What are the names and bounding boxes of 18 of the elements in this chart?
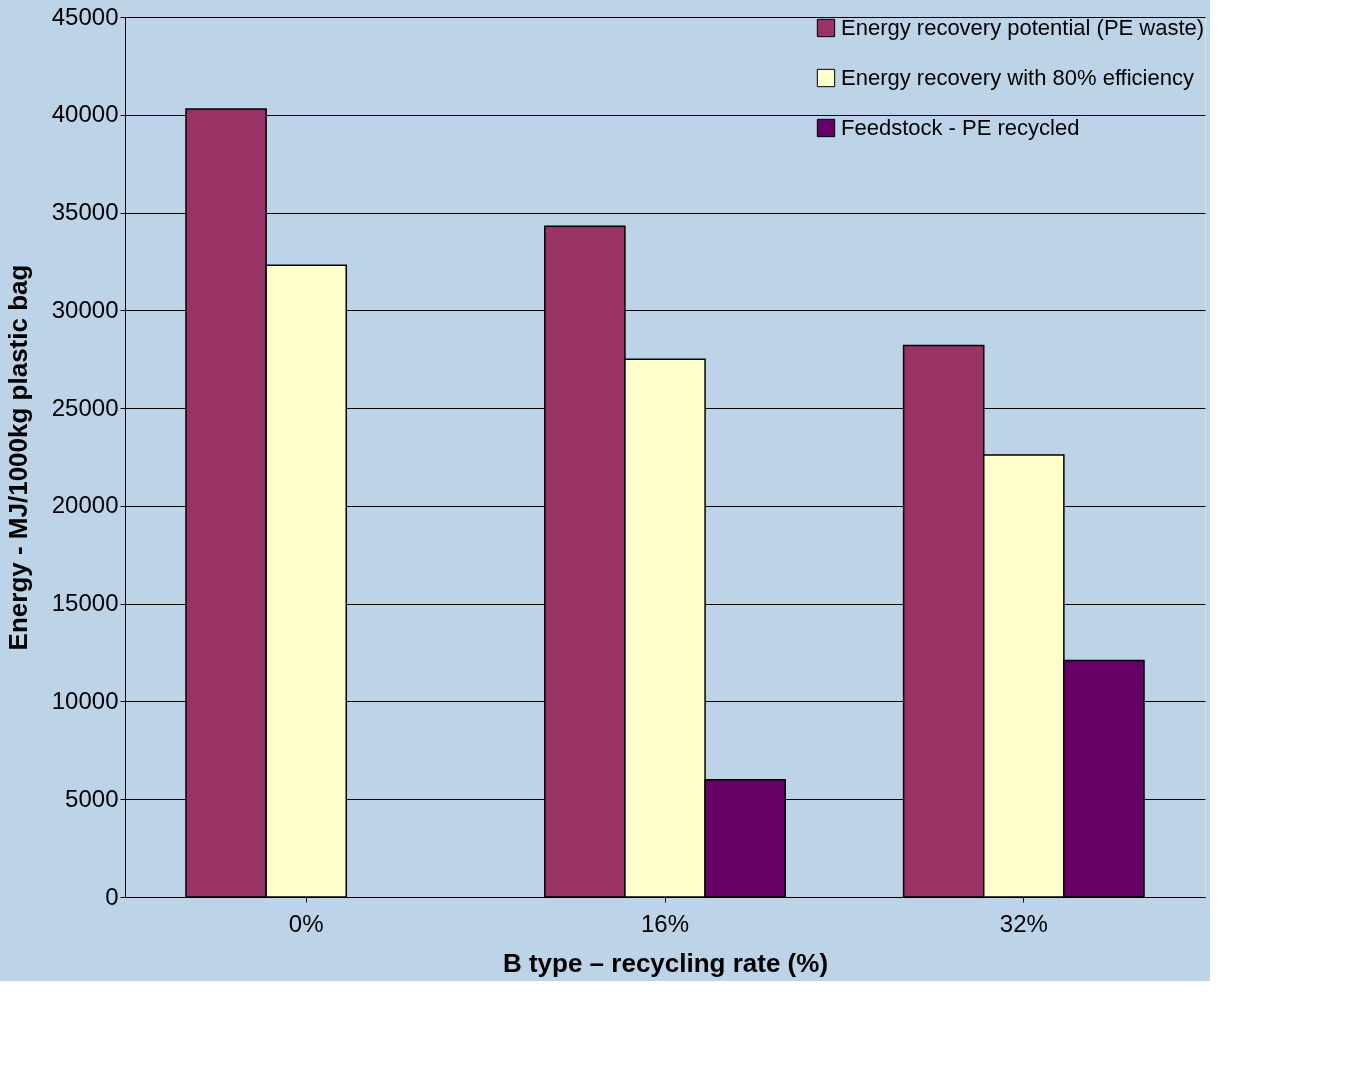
- y-tick-label: 40000: [51, 100, 119, 128]
- y-tick-label: 35000: [51, 198, 119, 226]
- legend-label: Energy recovery potential (PE waste): [841, 15, 1205, 40]
- y-tick-label: 45000: [51, 2, 119, 30]
- x-axis-title: B type – recycling rate (%): [502, 947, 829, 978]
- y-tick-label: 10000: [51, 686, 119, 714]
- y-tick-label: 15000: [51, 589, 119, 617]
- x-tick-label: 16%: [640, 909, 690, 937]
- y-tick-label: 5000: [65, 784, 119, 812]
- legend-label: Feedstock - PE recycled: [841, 115, 1080, 140]
- x-tick-label: 32%: [999, 909, 1048, 937]
- y-tick-label: 20000: [51, 491, 119, 519]
- y-axis-title: Energy - MJ/1000kg plastic bag: [2, 264, 33, 651]
- y-tick-label: 30000: [51, 295, 119, 323]
- y-tick-label: 25000: [51, 393, 119, 421]
- legend-label: Energy recovery with 80% efficiency: [841, 65, 1194, 90]
- x-tick-label: 0%: [288, 909, 324, 937]
- y-tick-label: 0: [105, 882, 119, 910]
